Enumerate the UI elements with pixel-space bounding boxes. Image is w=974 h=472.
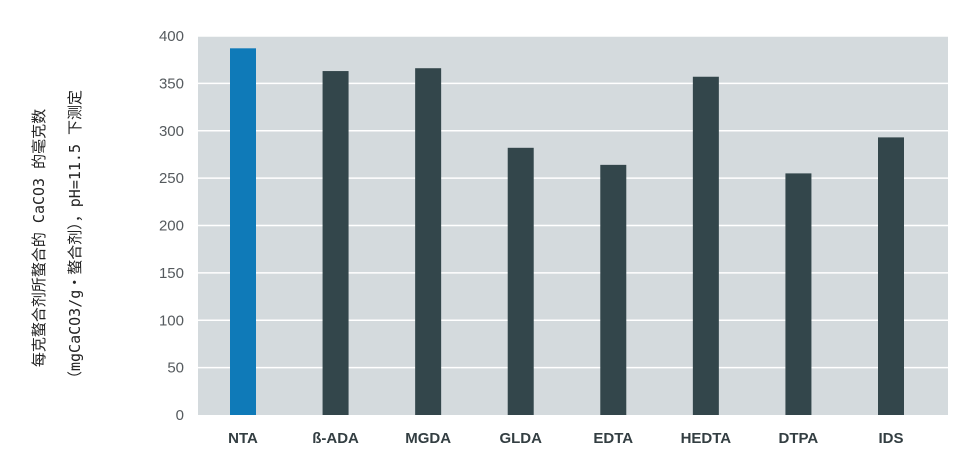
y-tick-label: 100 — [159, 312, 184, 329]
y-axis-subtitle: （mgCaCO3/g・螯合剂），pH=11.5 下测定 — [66, 90, 84, 386]
bar-mgda — [415, 68, 442, 415]
y-tick-label: 400 — [159, 28, 184, 45]
x-tick-label: MGDA — [405, 430, 451, 447]
bar-glda — [507, 147, 534, 415]
y-axis-ticks: 0 50 100 150 200 250 300 350 400 — [159, 28, 184, 424]
y-axis-title: 每克螯合剂所螯合的 CaCO3 的毫克数 — [30, 109, 48, 367]
x-tick-label: HEDTA — [681, 430, 732, 447]
y-tick-label: 350 — [159, 75, 184, 92]
y-tick-label: 250 — [159, 170, 184, 187]
x-tick-label: IDS — [878, 430, 903, 447]
bar-edta — [600, 164, 627, 415]
y-tick-label: 0 — [176, 407, 184, 424]
y-tick-label: 150 — [159, 265, 184, 282]
x-tick-label: EDTA — [593, 430, 633, 447]
bar-ada — [322, 71, 349, 416]
x-axis-labels: NTA ß-ADA MGDA GLDA EDTA HEDTA DTPA IDS — [228, 430, 903, 447]
bar-ids — [878, 137, 904, 415]
y-tick-label: 200 — [159, 218, 184, 235]
y-axis-title-line-2: （mgCaCO3/g・螯合剂），pH=11.5 下测定 — [66, 90, 84, 386]
x-tick-label: DTPA — [779, 430, 819, 447]
bar-nta — [230, 48, 256, 415]
x-tick-label: GLDA — [499, 430, 542, 447]
x-tick-label: NTA — [228, 430, 258, 447]
y-tick-label: 50 — [167, 360, 184, 377]
y-axis-title-line-1: 每克螯合剂所螯合的 CaCO3 的毫克数 — [30, 109, 48, 367]
bar-dtpa — [785, 173, 812, 415]
y-tick-label: 300 — [159, 123, 184, 140]
bars — [230, 48, 904, 416]
bar-hedta — [692, 76, 719, 416]
x-tick-label: ß-ADA — [312, 430, 359, 447]
